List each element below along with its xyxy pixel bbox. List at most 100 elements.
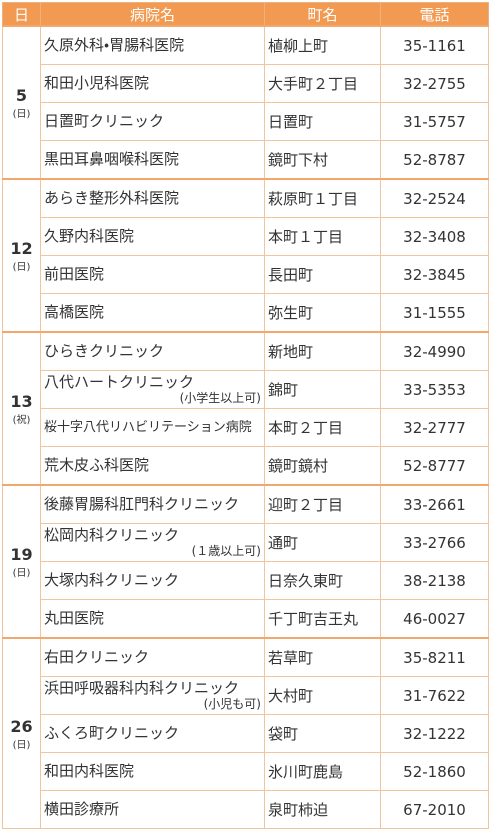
date-number: 12 xyxy=(10,238,33,258)
hospital-name-cell: 前田医院 xyxy=(40,255,265,294)
hospital-name: 日置町クリニック xyxy=(44,112,165,130)
table-row: ふくろ町クリニック 袋町 32-1222 xyxy=(3,714,489,753)
date-cell: 13 (祝) xyxy=(2,331,41,486)
table-row: 久野内科医院 本町１丁目 32-3408 xyxy=(3,217,489,256)
hospital-name: 久野内科医院 xyxy=(44,227,135,245)
phone-cell: 35-8211 xyxy=(380,637,489,677)
hospital-name-cell: ふくろ町クリニック xyxy=(40,714,265,753)
town-cell: 千丁町吉王丸 xyxy=(264,599,381,639)
date-cell: 26 (日) xyxy=(2,637,41,829)
hospital-name-cell: 松岡内科クリニック (１歳以上可) xyxy=(40,523,265,562)
hospital-note: (１歳以上可) xyxy=(191,544,261,558)
hospital-name-cell: 後藤胃腸科肛門科クリニック xyxy=(40,484,265,524)
town-cell: 日置町 xyxy=(264,102,381,141)
hospital-name-cell: 黒田耳鼻咽喉科医院 xyxy=(40,140,265,180)
town-cell: 若草町 xyxy=(264,637,381,677)
table-body: 5 (日) 久原外科・胃腸科医院 植柳上町 35-1161 和田小児科医院 大手町２丁目 32… xyxy=(2,25,489,829)
header-name: 病院名 xyxy=(40,2,265,27)
phone-cell: 31-1555 xyxy=(380,293,489,333)
town-cell: 泉町柿迫 xyxy=(264,790,381,829)
town-cell: 弥生町 xyxy=(264,293,381,333)
date-number: 13 xyxy=(10,391,33,411)
hospital-name-cell: 桜十字八代リハビリテーション病院 xyxy=(40,408,265,447)
hospital-name-cell: 八代ハートクリニック (小学生以上可) xyxy=(40,370,265,409)
hospital-name-cell: 和田小児科医院 xyxy=(40,64,265,103)
table-row: 和田小児科医院 大手町２丁目 32-2755 xyxy=(3,64,489,103)
hospital-name-cell: 右田クリニック xyxy=(40,637,265,677)
hospital-name: ふくろ町クリニック xyxy=(44,724,180,742)
table-row: 5 (日) 久原外科・胃腸科医院 植柳上町 35-1161 xyxy=(2,25,489,180)
table-row: 浜田呼吸器科内科クリニック (小児も可) 大村町 31-7622 xyxy=(3,676,489,715)
hospital-name-cell: ひらきクリニック xyxy=(40,331,265,371)
phone-cell: 38-2138 xyxy=(380,561,489,600)
date-number: 26 xyxy=(10,716,33,736)
hospital-name: 和田内科医院 xyxy=(44,762,135,780)
town-cell: 本町１丁目 xyxy=(264,217,381,256)
hospital-name: 八代ハートクリニック xyxy=(44,373,195,391)
day-label: (日) xyxy=(12,108,31,120)
hospital-note: (小学生以上可) xyxy=(179,391,261,405)
table-row: 前田医院 長田町 32-3845 xyxy=(3,255,489,294)
hospital-name-cell: 高橋医院 xyxy=(40,293,265,333)
hospital-name-cell: 日置町クリニック xyxy=(40,102,265,141)
date-cell: 19 (日) xyxy=(2,484,41,639)
phone-cell: 31-7622 xyxy=(380,676,489,715)
table-row: 桜十字八代リハビリテーション病院 本町２丁目 32-2777 xyxy=(3,408,489,447)
town-cell: 氷川町鹿島 xyxy=(264,752,381,791)
date-number: 5 xyxy=(15,85,28,105)
phone-cell: 32-4990 xyxy=(380,331,489,371)
day-label: (日) xyxy=(12,567,31,579)
town-cell: 日奈久東町 xyxy=(264,561,381,600)
town-cell: 萩原町１丁目 xyxy=(264,178,381,218)
hospital-name-cell: 浜田呼吸器科内科クリニック (小児も可) xyxy=(40,676,265,715)
hospital-name: ひらきクリニック xyxy=(44,342,165,360)
day-label: (祝) xyxy=(12,414,31,426)
hospital-name: 前田医院 xyxy=(44,265,105,283)
hospital-name-cell: 大塚内科クリニック xyxy=(40,561,265,600)
table-row: 12 (日) あらき整形外科医院 萩原町１丁目 32-2524 xyxy=(2,178,489,333)
town-cell: 新地町 xyxy=(264,331,381,371)
hospital-name-cell: 久原外科・胃腸科医院 xyxy=(40,25,265,65)
phone-cell: 46-0027 xyxy=(380,599,489,639)
hospital-name: 横田診療所 xyxy=(44,800,120,818)
hospital-name-cell: 久野内科医院 xyxy=(40,217,265,256)
phone-cell: 33-2766 xyxy=(380,523,489,562)
town-cell: 植柳上町 xyxy=(264,25,381,65)
hospital-name: 大塚内科クリニック xyxy=(44,571,180,589)
table-row: 丸田医院 千丁町吉王丸 46-0027 xyxy=(3,599,489,639)
date-cell: 12 (日) xyxy=(2,178,41,333)
header-town: 町名 xyxy=(264,2,381,27)
header-date: 日 xyxy=(2,2,41,27)
hospital-name: 丸田医院 xyxy=(44,609,105,627)
hospital-name: 右田クリニック xyxy=(44,648,150,666)
table-row: 荒木皮ふ科医院 鏡町鏡村 52-8777 xyxy=(3,446,489,486)
day-label: (日) xyxy=(12,261,31,273)
phone-cell: 32-1222 xyxy=(380,714,489,753)
town-cell: 長田町 xyxy=(264,255,381,294)
hospital-name: 和田小児科医院 xyxy=(44,74,150,92)
town-cell: 大手町２丁目 xyxy=(264,64,381,103)
hospital-name: 浜田呼吸器科内科クリニック xyxy=(44,679,240,697)
phone-cell: 33-5353 xyxy=(380,370,489,409)
table-row: 19 (日) 後藤胃腸科肛門科クリニック 迎町２丁目 33-2661 xyxy=(2,484,489,639)
phone-cell: 31-5757 xyxy=(380,102,489,141)
phone-cell: 52-8787 xyxy=(380,140,489,180)
hospital-name: 久原外科・胃腸科医院 xyxy=(44,36,185,54)
table-row: 和田内科医院 氷川町鹿島 52-1860 xyxy=(3,752,489,791)
table-row: 高橋医院 弥生町 31-1555 xyxy=(3,293,489,333)
town-cell: 鏡町下村 xyxy=(264,140,381,180)
table-row: 26 (日) 右田クリニック 若草町 35-8211 xyxy=(2,637,489,829)
table-row: 松岡内科クリニック (１歳以上可) 通町 33-2766 xyxy=(3,523,489,562)
town-cell: 通町 xyxy=(264,523,381,562)
town-cell: 迎町２丁目 xyxy=(264,484,381,524)
hospital-name: 松岡内科クリニック xyxy=(44,526,180,544)
hospital-name-cell: 横田診療所 xyxy=(40,790,265,829)
phone-cell: 35-1161 xyxy=(380,25,489,65)
date-cell: 5 (日) xyxy=(2,25,41,180)
town-cell: 袋町 xyxy=(264,714,381,753)
phone-cell: 52-8777 xyxy=(380,446,489,486)
town-cell: 大村町 xyxy=(264,676,381,715)
town-cell: 錦町 xyxy=(264,370,381,409)
phone-cell: 32-2524 xyxy=(380,178,489,218)
phone-cell: 52-1860 xyxy=(380,752,489,791)
